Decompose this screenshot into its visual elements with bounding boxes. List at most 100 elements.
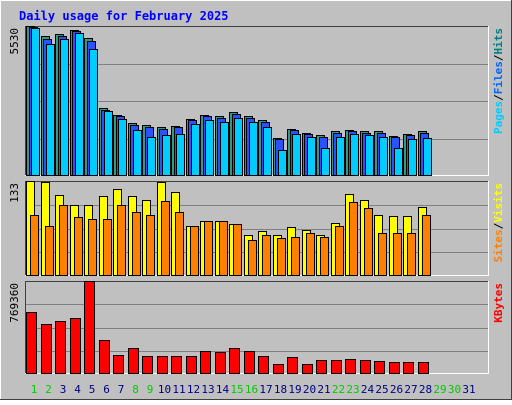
bar-kbytes-kbytes-day-24 (360, 360, 371, 374)
legend-kbytes: KBytes (492, 283, 505, 323)
bar-hits-pages-day-26 (394, 148, 403, 176)
legend-entry-kbytes: KBytes (492, 283, 505, 323)
bar-hits-pages-day-10 (162, 135, 171, 176)
day-label-1: 1 (31, 383, 38, 396)
bar-kbytes-kbytes-day-1 (26, 312, 37, 374)
bar-visits-sites-day-26 (393, 233, 402, 276)
bar-kbytes-kbytes-day-25 (374, 361, 385, 374)
day-label-14: 14 (216, 383, 230, 396)
day-label-30: 30 (448, 383, 461, 396)
bar-hits-pages-day-19 (292, 134, 301, 176)
bar-visits-sites-day-4 (74, 217, 83, 276)
bar-kbytes-kbytes-day-21 (316, 360, 327, 374)
legend-hits: Pages/Files/Hits (492, 28, 505, 134)
bar-visits-sites-day-22 (335, 226, 344, 276)
bar-kbytes-kbytes-day-11 (171, 356, 182, 374)
bar-kbytes-kbytes-day-22 (331, 360, 342, 374)
bar-hits-pages-day-20 (307, 137, 316, 176)
bar-hits-pages-day-7 (118, 119, 127, 176)
bar-hits-pages-day-24 (365, 135, 374, 176)
bar-hits-pages-day-21 (321, 148, 330, 176)
bar-kbytes-kbytes-day-13 (200, 351, 211, 374)
chart-panels: 5530Pages/Files/Hits133Sites/Visits76936… (8, 26, 505, 374)
bar-hits-pages-day-8 (133, 130, 142, 176)
day-label-17: 17 (259, 383, 272, 396)
bar-visits-sites-day-13 (204, 221, 213, 276)
bar-kbytes-kbytes-day-18 (273, 364, 284, 374)
legend-entry-visits: Visits (492, 183, 505, 223)
day-label-16: 16 (245, 383, 258, 396)
day-label-19: 19 (288, 383, 301, 396)
day-label-21: 21 (317, 383, 330, 396)
bar-hits-pages-day-28 (423, 138, 432, 176)
bar-visits-sites-day-20 (306, 233, 315, 276)
day-label-24: 24 (361, 383, 375, 396)
day-label-7: 7 (118, 383, 125, 396)
bar-kbytes-kbytes-day-17 (258, 356, 269, 374)
bar-kbytes-kbytes-day-5 (84, 281, 95, 374)
bar-hits-pages-day-11 (176, 134, 185, 176)
bar-kbytes-kbytes-day-9 (142, 356, 153, 374)
day-label-13: 13 (201, 383, 214, 396)
day-labels: 1 2 3 4 5 6 7 8 9 10 11 12 13 14 15 16 17 18 19 20 21 22 23 24 2… (31, 383, 476, 396)
day-label-12: 12 (187, 383, 200, 396)
day-label-28: 28 (419, 383, 432, 396)
bar-hits-pages-day-17 (263, 127, 272, 176)
bar-hits-pages-day-12 (191, 124, 200, 176)
day-label-2: 2 (45, 383, 52, 396)
day-label-29: 29 (433, 383, 446, 396)
bar-visits-sites-day-11 (175, 212, 184, 276)
bar-hits-pages-day-14 (220, 122, 229, 176)
bar-kbytes-kbytes-day-12 (186, 356, 197, 374)
bar-kbytes-kbytes-day-7 (113, 355, 124, 374)
legend-entry-: / (492, 222, 505, 229)
bar-visits-sites-day-24 (364, 208, 373, 276)
bar-hits-pages-day-15 (234, 118, 243, 176)
bar-kbytes-kbytes-day-28 (418, 362, 429, 374)
y-max-label-kbytes: 769360 (8, 283, 21, 323)
day-label-9: 9 (147, 383, 154, 396)
bar-kbytes-kbytes-day-15 (229, 348, 240, 374)
legend-entry-sites: Sites (492, 229, 505, 262)
bar-visits-sites-day-2 (45, 226, 54, 276)
day-label-22: 22 (332, 383, 345, 396)
bar-visits-sites-day-27 (407, 233, 416, 276)
y-max-label-visits: 133 (8, 183, 21, 203)
bar-hits-pages-day-6 (104, 111, 113, 176)
chart-title: Daily usage for February 2025 (19, 9, 229, 23)
bar-kbytes-kbytes-day-19 (287, 357, 298, 374)
bar-hits-pages-day-18 (278, 150, 287, 176)
bar-visits-sites-day-28 (422, 215, 431, 276)
day-label-18: 18 (274, 383, 287, 396)
bar-kbytes-kbytes-day-14 (215, 352, 226, 374)
bar-visits-sites-day-25 (378, 233, 387, 276)
bar-kbytes-kbytes-day-23 (345, 359, 356, 374)
bar-visits-sites-day-15 (233, 224, 242, 276)
bar-hits-pages-day-25 (379, 137, 388, 176)
bar-hits-pages-day-3 (60, 39, 69, 176)
bar-hits-pages-day-4 (75, 33, 84, 176)
day-label-25: 25 (375, 383, 388, 396)
bar-hits-pages-day-16 (249, 122, 258, 176)
bar-kbytes-kbytes-day-2 (41, 324, 52, 374)
bar-hits-pages-day-9 (147, 137, 156, 176)
bar-hits-pages-day-27 (408, 139, 417, 176)
bar-visits-sites-day-23 (349, 202, 358, 276)
legend-entry-pages: Pages (492, 101, 505, 134)
bar-visits-sites-day-9 (146, 215, 155, 276)
day-label-26: 26 (390, 383, 403, 396)
bar-visits-sites-day-8 (132, 212, 141, 276)
day-label-20: 20 (303, 383, 316, 396)
bar-hits-pages-day-23 (350, 134, 359, 176)
bar-visits-sites-day-3 (59, 205, 68, 276)
bar-visits-sites-day-21 (320, 237, 329, 276)
legend-entry-: / (492, 54, 505, 61)
bar-hits-pages-day-13 (205, 120, 214, 176)
bar-visits-sites-day-10 (161, 201, 170, 276)
bar-kbytes-kbytes-day-3 (55, 321, 66, 374)
bar-visits-sites-day-6 (103, 219, 112, 276)
bar-visits-sites-day-5 (88, 219, 97, 276)
bar-visits-sites-day-1 (30, 215, 39, 276)
